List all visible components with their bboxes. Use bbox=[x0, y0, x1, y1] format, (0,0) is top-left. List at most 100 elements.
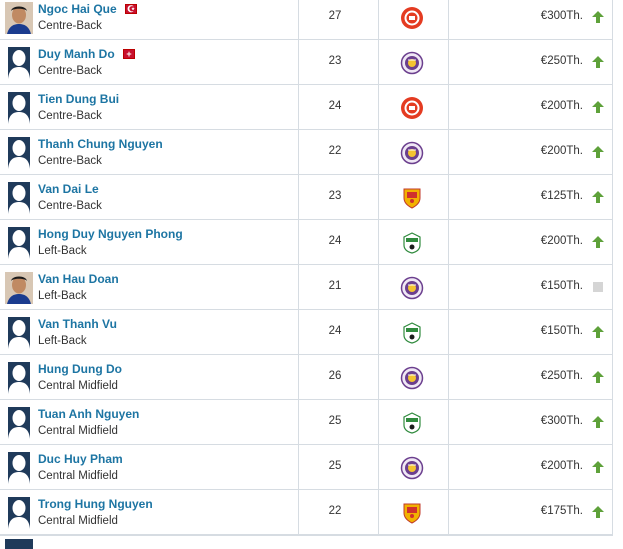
table-row: Duc Huy Pham Central Midfield 25 €200Th. bbox=[0, 445, 613, 490]
red-circle-crest-icon[interactable] bbox=[400, 6, 424, 30]
market-value: €200Th. bbox=[540, 460, 583, 472]
player-avatar[interactable] bbox=[5, 47, 33, 79]
table-edge bbox=[612, 40, 613, 84]
purple-crest-icon[interactable] bbox=[400, 51, 424, 75]
table-edge bbox=[612, 490, 613, 534]
column-divider bbox=[298, 130, 299, 174]
player-name-link[interactable]: Thanh Chung Nguyen bbox=[38, 137, 163, 151]
player-position: Central Midfield bbox=[38, 425, 118, 437]
player-name-link[interactable]: Duy Manh Do bbox=[38, 47, 115, 61]
table-row: Ngoc Hai Que ☪ Centre-Back 27 €300Th. bbox=[0, 0, 613, 40]
market-value: €300Th. bbox=[540, 10, 583, 22]
column-divider bbox=[378, 445, 379, 489]
player-avatar[interactable] bbox=[5, 92, 33, 124]
player-avatar bbox=[5, 539, 33, 549]
column-divider bbox=[378, 310, 379, 354]
column-divider bbox=[448, 445, 449, 489]
market-value: €250Th. bbox=[540, 370, 583, 382]
column-divider bbox=[448, 310, 449, 354]
player-position: Centre-Back bbox=[38, 155, 102, 167]
player-avatar[interactable] bbox=[5, 227, 33, 259]
player-name-link[interactable]: Hung Dung Do bbox=[38, 362, 122, 376]
player-name-link[interactable]: Van Thanh Vu bbox=[38, 317, 117, 331]
purple-crest-icon[interactable] bbox=[400, 276, 424, 300]
column-divider bbox=[378, 130, 379, 174]
table-row: Van Thanh Vu Left-Back 24 €150Th. bbox=[0, 310, 613, 355]
player-name-link[interactable]: Tuan Anh Nguyen bbox=[38, 407, 140, 421]
player-avatar[interactable] bbox=[5, 497, 33, 529]
player-avatar[interactable] bbox=[5, 452, 33, 484]
red-circle-crest-icon[interactable] bbox=[400, 96, 424, 120]
market-value: €250Th. bbox=[540, 55, 583, 67]
player-age: 24 bbox=[328, 100, 342, 112]
player-avatar[interactable] bbox=[5, 2, 33, 34]
market-value: €125Th. bbox=[540, 190, 583, 202]
trend-up-arrow-icon bbox=[592, 145, 604, 158]
player-position: Centre-Back bbox=[38, 200, 102, 212]
player-avatar[interactable] bbox=[5, 182, 33, 214]
column-divider bbox=[298, 220, 299, 264]
player-position: Left-Back bbox=[38, 335, 87, 347]
player-avatar[interactable] bbox=[5, 137, 33, 169]
purple-crest-icon[interactable] bbox=[400, 141, 424, 165]
table-row: Van Dai Le Centre-Back 23 €125Th. bbox=[0, 175, 613, 220]
market-value: €200Th. bbox=[540, 100, 583, 112]
table-edge bbox=[612, 445, 613, 489]
market-value: €150Th. bbox=[540, 325, 583, 337]
player-age: 25 bbox=[328, 415, 342, 427]
player-age: 25 bbox=[328, 460, 342, 472]
player-name-link[interactable]: Tien Dung Bui bbox=[38, 92, 120, 106]
column-divider bbox=[298, 175, 299, 219]
player-name-link[interactable]: Hong Duy Nguyen Phong bbox=[38, 227, 183, 241]
yellow-shield-crest-icon[interactable] bbox=[400, 501, 424, 525]
table-edge bbox=[612, 355, 613, 399]
player-position: Central Midfield bbox=[38, 515, 118, 527]
table-edge bbox=[612, 85, 613, 129]
player-age: 23 bbox=[328, 55, 342, 67]
player-avatar[interactable] bbox=[5, 317, 33, 349]
column-divider bbox=[298, 355, 299, 399]
player-name-link[interactable]: Trong Hung Nguyen bbox=[38, 497, 153, 511]
column-divider bbox=[448, 400, 449, 444]
table-row: Tien Dung Bui Centre-Back 24 €200Th. bbox=[0, 85, 613, 130]
player-name-link[interactable]: Duc Huy Pham bbox=[38, 452, 123, 466]
column-divider bbox=[378, 355, 379, 399]
player-position: Central Midfield bbox=[38, 470, 118, 482]
column-divider bbox=[378, 175, 379, 219]
green-white-crest-icon[interactable] bbox=[400, 231, 424, 255]
table-edge bbox=[612, 400, 613, 444]
green-white-crest-icon[interactable] bbox=[400, 321, 424, 345]
table-row: Hung Dung Do Central Midfield 26 €250Th. bbox=[0, 355, 613, 400]
player-position: Centre-Back bbox=[38, 20, 102, 32]
purple-crest-icon[interactable] bbox=[400, 366, 424, 390]
player-age: 24 bbox=[328, 325, 342, 337]
player-age: 26 bbox=[328, 370, 342, 382]
player-name-link[interactable]: Van Dai Le bbox=[38, 182, 99, 196]
column-divider bbox=[448, 40, 449, 84]
column-divider bbox=[298, 85, 299, 129]
trend-up-arrow-icon bbox=[592, 10, 604, 23]
player-avatar[interactable] bbox=[5, 272, 33, 304]
player-name-link[interactable]: Van Hau Doan bbox=[38, 272, 119, 286]
player-age: 23 bbox=[328, 190, 342, 202]
column-divider bbox=[448, 0, 449, 39]
column-divider bbox=[298, 490, 299, 534]
green-white-crest-icon[interactable] bbox=[400, 411, 424, 435]
column-divider bbox=[378, 40, 379, 84]
table-row: Van Hau Doan Left-Back 21 €150Th. bbox=[0, 265, 613, 310]
player-avatar[interactable] bbox=[5, 407, 33, 439]
player-avatar[interactable] bbox=[5, 362, 33, 394]
table-edge bbox=[612, 0, 613, 39]
purple-crest-icon[interactable] bbox=[400, 456, 424, 480]
column-divider bbox=[378, 85, 379, 129]
yellow-shield-crest-icon[interactable] bbox=[400, 186, 424, 210]
table-edge bbox=[612, 220, 613, 264]
column-divider bbox=[448, 220, 449, 264]
player-name-link[interactable]: Ngoc Hai Que bbox=[38, 2, 117, 16]
player-position: Centre-Back bbox=[38, 110, 102, 122]
red-flag-icon: ☪ bbox=[125, 4, 137, 14]
column-divider bbox=[448, 175, 449, 219]
player-age: 21 bbox=[328, 280, 342, 292]
market-value: €200Th. bbox=[540, 235, 583, 247]
trend-neutral-icon bbox=[592, 280, 604, 292]
